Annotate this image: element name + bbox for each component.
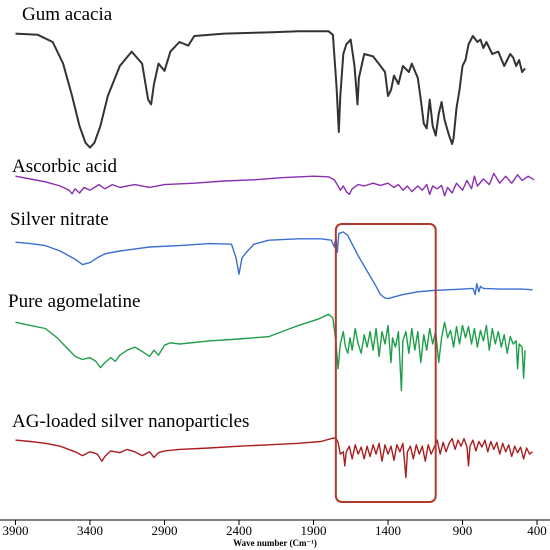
- series-label-3: Silver nitrate: [10, 209, 109, 230]
- highlight-region-box: [334, 223, 437, 503]
- x-axis-ticks: 3900 3400 2900 2400 1900 1400 900 400: [2, 520, 547, 538]
- x-tick-label-8: 400: [527, 523, 547, 538]
- x-tick-label-5: 1900: [300, 523, 326, 538]
- series-line-1: [15, 30, 526, 149]
- x-tick-label-6: 1400: [375, 523, 401, 538]
- series-line-5: [15, 437, 533, 479]
- series-line-3: [15, 231, 533, 300]
- x-tick-label-4: 2400: [226, 523, 252, 538]
- series-labels: Gum acacia Ascorbic acid Silver nitrate Pur…: [8, 4, 249, 432]
- series-group: [15, 30, 535, 479]
- x-tick-label-2: 3400: [77, 523, 103, 538]
- series-label-2: Ascorbic acid: [12, 156, 117, 177]
- series-line-2: [15, 172, 535, 197]
- series-label-4: Pure agomelatine: [8, 291, 140, 312]
- series-label-1: Gum acacia: [22, 4, 113, 25]
- x-tick-label-1: 3900: [2, 523, 28, 538]
- series-label-5: AG-loaded silver nanoparticles: [12, 411, 249, 432]
- series-line-4: [15, 313, 526, 392]
- x-tick-label-7: 900: [453, 523, 473, 538]
- x-tick-label-3: 2900: [151, 523, 177, 538]
- x-axis-title: Wave number (Cm⁻¹): [233, 538, 317, 548]
